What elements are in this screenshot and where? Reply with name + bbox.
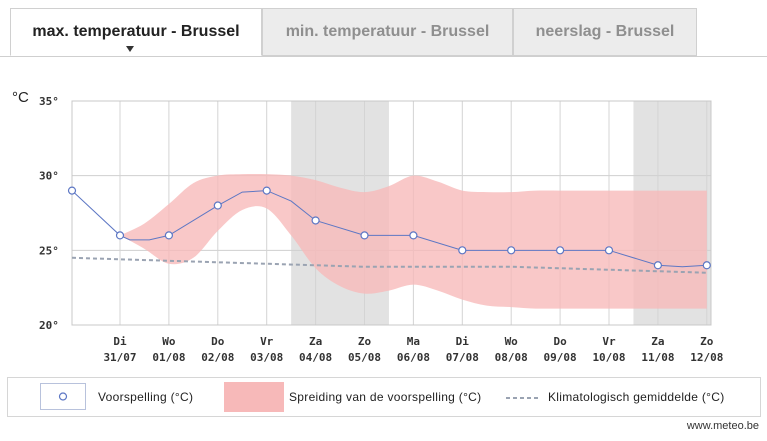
x-tick-day: Do: [553, 335, 567, 348]
x-tick-day: Di: [113, 335, 127, 348]
forecast-point: [702, 261, 711, 270]
x-tick-date: 08/08: [495, 351, 528, 364]
climate-line: [71, 256, 707, 274]
legend-climate-label: Klimatologisch gemiddelde (°C): [548, 390, 725, 404]
legend-forecast-label: Voorspelling (°C): [98, 390, 194, 404]
x-axis: Di 31/07 Wo 01/08 Do 02/08 Vr 03/08 Za 04/08 Zo 05/…: [103, 335, 723, 364]
tab-precipitation[interactable]: neerslag - Brussel: [513, 8, 697, 56]
x-tick-day: Wo: [162, 335, 176, 348]
legend-spread-label: Spreiding van de voorspelling (°C): [289, 390, 482, 404]
x-tick-day: Di: [456, 335, 470, 348]
x-tick-day: Za: [651, 335, 664, 348]
forecast-point: [262, 186, 271, 195]
y-tick-label: 30°: [39, 170, 59, 183]
x-tick-date: 10/08: [592, 351, 625, 364]
forecast-point: [555, 246, 565, 255]
x-tick-day: Wo: [505, 335, 519, 348]
x-tick-date: 07/08: [446, 351, 479, 364]
climate-series: [71, 256, 707, 274]
x-tick-day: Ma: [407, 335, 420, 348]
forecast-point: [311, 216, 320, 225]
forecast-point: [115, 231, 125, 240]
chart-legend: Voorspelling (°C) Spreiding van de voors…: [7, 377, 761, 417]
forecast-point: [164, 231, 173, 240]
x-tick-date: 01/08: [152, 351, 185, 364]
forecast-point: [507, 246, 516, 255]
forecast-point: [458, 246, 467, 255]
x-tick-date: 06/08: [397, 351, 430, 364]
source-credit: www.meteo.be: [686, 420, 759, 432]
x-tick-date: 31/07: [103, 351, 136, 364]
plot-frame: [71, 100, 712, 326]
tab-baseline: [0, 56, 767, 57]
tab-max-temperature[interactable]: max. temperatuur - Brussel: [10, 8, 262, 56]
active-tab-arrow-icon: [126, 46, 134, 52]
y-axis: 20° 25° 30° 35°: [39, 95, 59, 332]
x-tick-date: 02/08: [201, 351, 234, 364]
x-tick-date: 12/08: [690, 351, 723, 364]
legend-spread-swatch: [224, 382, 284, 412]
y-tick-label: 25°: [39, 244, 59, 257]
forecast-point: [604, 246, 614, 255]
forecast-series: [67, 186, 711, 270]
x-tick-date: 11/08: [641, 351, 674, 364]
forecast-point: [360, 231, 369, 240]
x-tick-date: 04/08: [299, 351, 332, 364]
tab-min-temperature[interactable]: min. temperatuur - Brussel: [262, 8, 513, 56]
x-tick-day: Vr: [602, 335, 616, 348]
forecast-point: [653, 261, 663, 270]
forecast-point: [409, 231, 418, 240]
y-tick-label: 35°: [39, 95, 59, 108]
y-unit-label: °C: [12, 89, 29, 106]
y-tick-label: 20°: [39, 319, 59, 332]
x-tick-date: 05/08: [348, 351, 381, 364]
x-tick-day: Zo: [358, 335, 372, 348]
x-tick-day: Za: [309, 335, 322, 348]
legend-forecast-swatch: [40, 383, 86, 410]
tab-bar: max. temperatuur - Brussel min. temperat…: [0, 0, 767, 60]
x-tick-day: Do: [211, 335, 225, 348]
spread-band: [120, 173, 707, 309]
forecast-point: [67, 186, 77, 195]
x-tick-day: Zo: [700, 335, 714, 348]
x-tick-date: 03/08: [250, 351, 283, 364]
x-tick-date: 09/08: [544, 351, 577, 364]
forecast-point: [213, 201, 222, 210]
x-tick-day: Vr: [260, 335, 274, 348]
legend-climate-swatch: [506, 397, 540, 399]
spread-area: [120, 173, 707, 309]
